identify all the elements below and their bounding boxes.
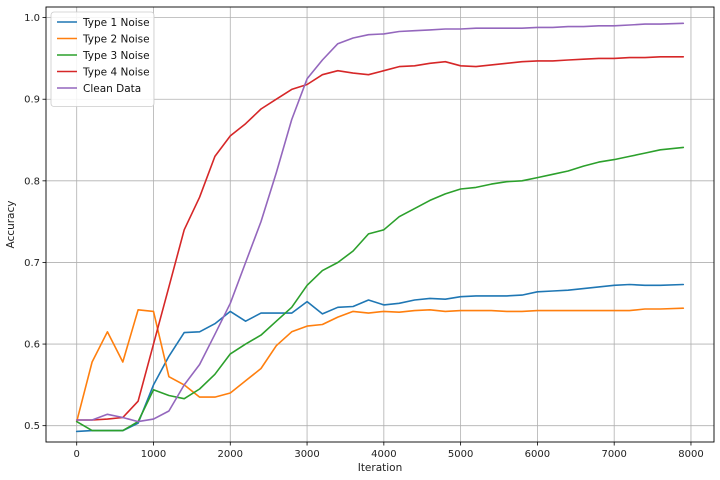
plot-frame [45, 6, 715, 443]
y-tick-label: 1.0 [24, 13, 40, 24]
y-tick-label: 0.7 [24, 258, 40, 269]
series-line-clean-data [75, 22, 685, 423]
series-layer [75, 22, 685, 433]
legend-label-type-4-noise: Type 4 Noise [82, 66, 150, 78]
x-tick-label: 2000 [218, 449, 243, 460]
x-tick-label: 1000 [141, 449, 166, 460]
legend-label-type-2-noise: Type 2 Noise [82, 33, 150, 45]
x-axis-label: Iteration [358, 462, 403, 474]
legend-label-clean-data: Clean Data [83, 83, 141, 95]
x-tick-label: 0 [74, 449, 80, 460]
y-tick-label: 0.6 [24, 340, 40, 351]
x-tick-label: 4000 [371, 449, 396, 460]
grid-lines [46, 7, 714, 442]
x-tick-label: 8000 [678, 449, 703, 460]
x-tick-label: 6000 [525, 449, 550, 460]
y-tick-label: 0.9 [24, 95, 40, 106]
legend-box [50, 11, 155, 107]
legend-label-type-3-noise: Type 3 Noise [82, 50, 150, 62]
series-line-type-2-noise [75, 307, 685, 423]
legend-label-type-1-noise: Type 1 Noise [82, 17, 150, 29]
legend: Type 1 Noise Type 2 Noise Type 3 Noise Type… [50, 11, 155, 107]
x-tick-label: 7000 [601, 449, 626, 460]
series-line-type-4-noise [75, 55, 685, 421]
y-axis-label: Accuracy [5, 201, 17, 249]
series-line-type-1-noise [75, 283, 685, 433]
plot-area [46, 7, 714, 442]
y-tick-label: 0.5 [24, 421, 40, 432]
axis-ticks: 0 1000 2000 3000 4000 5000 6000 7000 8000 0.5 0.6 0… [24, 13, 704, 460]
x-tick-label: 5000 [448, 449, 473, 460]
y-tick-label: 0.8 [24, 176, 40, 187]
x-tick-label: 3000 [294, 449, 319, 460]
